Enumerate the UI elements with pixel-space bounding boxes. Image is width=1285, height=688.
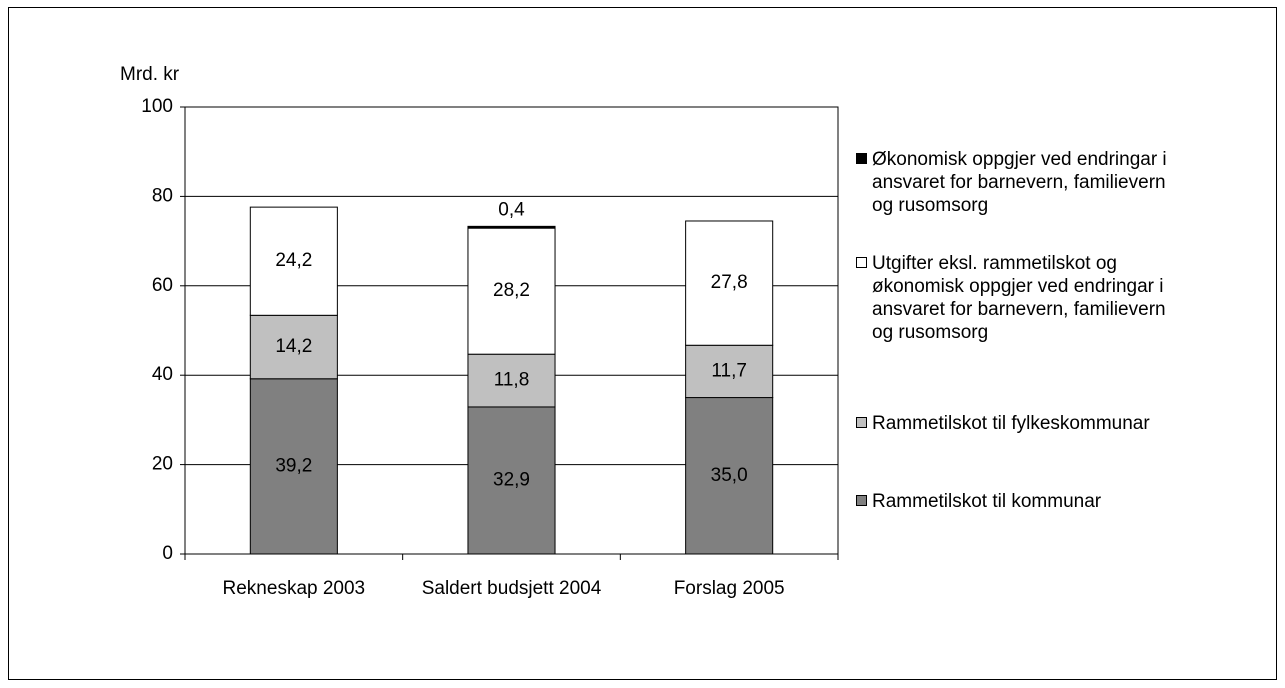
legend-item: Utgifter eksl. rammetilskot og økonomisk… [856, 252, 1182, 344]
bar-segment [249, 378, 338, 555]
legend-item: Rammetilskot til fylkeskommunar [856, 412, 1182, 435]
y-tick-label: 20 [152, 454, 173, 475]
legend-label: Utgifter eksl. rammetilskot og økonomisk… [872, 253, 1166, 343]
legend-label: Økonomisk oppgjer ved endringar i ansvar… [872, 149, 1167, 216]
legend-swatch [856, 495, 867, 506]
y-tick-label: 40 [152, 364, 173, 385]
x-tick-label: Saldert budsjett 2004 [421, 578, 602, 599]
value-label: 0,4 [498, 199, 525, 220]
legend-swatch [856, 257, 867, 268]
bar-segment [685, 344, 774, 399]
y-tick-label: 100 [141, 96, 173, 117]
legend-item: Rammetilskot til kommunar [856, 490, 1182, 513]
legend-label: Rammetilskot til kommunar [872, 491, 1102, 512]
y-tick-label: 80 [152, 185, 173, 206]
value-label: 11,7 [711, 360, 747, 381]
y-tick-label: 60 [152, 275, 173, 296]
x-tick-label: Rekneskap 2003 [222, 578, 366, 599]
bar-segment [467, 353, 556, 408]
legend-item: Økonomisk oppgjer ved endringar i ansvar… [856, 148, 1182, 217]
bar-segment [685, 220, 774, 346]
bar-segment [249, 206, 338, 316]
x-tick-label: Forslag 2005 [673, 578, 785, 599]
value-label: 24,2 [275, 250, 312, 271]
legend-swatch [856, 153, 867, 164]
value-label: 39,2 [275, 455, 312, 476]
y-axis-title: Mrd. kr [120, 64, 180, 85]
y-tick-label: 0 [162, 543, 173, 564]
value-label: 11,8 [494, 370, 530, 391]
bar-segment [467, 225, 556, 229]
value-label: 35,0 [711, 465, 748, 486]
value-label: 27,8 [711, 272, 748, 293]
value-label: 32,9 [493, 469, 530, 490]
value-label: 28,2 [493, 280, 530, 301]
legend-swatch [856, 417, 867, 428]
value-label: 14,2 [275, 336, 312, 357]
bar-segment [685, 397, 774, 555]
legend-label: Rammetilskot til fylkeskommunar [872, 413, 1150, 434]
chart-border [8, 7, 1277, 680]
bar-segment [467, 406, 556, 555]
bar-segment [467, 227, 556, 355]
